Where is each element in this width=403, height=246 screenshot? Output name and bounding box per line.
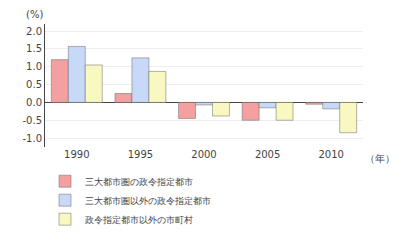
svg-text:2000: 2000 bbox=[191, 149, 216, 160]
svg-text:0.5: 0.5 bbox=[26, 79, 42, 90]
svg-text:1.5: 1.5 bbox=[26, 43, 42, 54]
svg-text:-0.5: -0.5 bbox=[22, 115, 42, 126]
svg-text:三大都市圏以外の政令指定都市: 三大都市圏以外の政令指定都市 bbox=[85, 196, 211, 206]
svg-text:-1.0: -1.0 bbox=[22, 133, 42, 144]
svg-text:2010: 2010 bbox=[318, 149, 343, 160]
svg-text:(%): (%) bbox=[26, 9, 43, 20]
svg-text:政令指定都市以外の市町村: 政令指定都市以外の市町村 bbox=[85, 215, 193, 225]
svg-text:三大都市圏の政令指定都市: 三大都市圏の政令指定都市 bbox=[85, 177, 193, 187]
svg-text:（年）: （年） bbox=[365, 153, 395, 164]
svg-text:2.0: 2.0 bbox=[26, 26, 42, 37]
svg-text:2005: 2005 bbox=[255, 149, 280, 160]
svg-text:1.0: 1.0 bbox=[26, 61, 42, 72]
svg-text:0.0: 0.0 bbox=[26, 97, 42, 108]
svg-text:1995: 1995 bbox=[128, 149, 153, 160]
svg-text:1990: 1990 bbox=[64, 149, 89, 160]
